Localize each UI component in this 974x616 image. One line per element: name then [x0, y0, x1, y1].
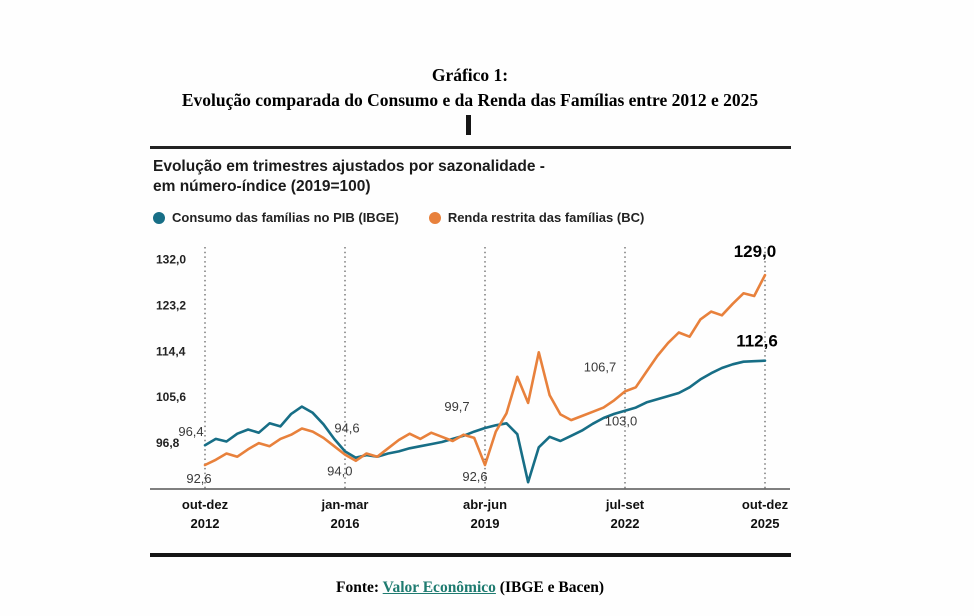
- top-rule: [150, 146, 791, 149]
- line-chart: 96,8 105,6 114,4 123,2 132,0 96,4 92,6 94,6 94,0…: [150, 242, 790, 531]
- x-axis-label-quarter: out-dez: [742, 497, 789, 512]
- x-axis-label-quarter: out-dez: [182, 497, 229, 512]
- annotation-9: 112,6: [736, 332, 778, 351]
- chart-legend: Consumo das famílias no PIB (IBGE) Renda …: [153, 210, 791, 225]
- x-axis-label-quarter: jan-mar: [321, 497, 369, 512]
- figure-caption: Gráfico 1: Evolução comparada do Consumo…: [0, 63, 940, 114]
- y-axis-label: 123,2: [156, 299, 186, 313]
- caption-line-1: Gráfico 1:: [431, 65, 509, 85]
- text-cursor-artifact: [466, 115, 471, 135]
- source-link[interactable]: Valor Econômico: [382, 579, 496, 596]
- y-axis-label: 96,8: [156, 436, 180, 450]
- source-suffix: (IBGE e Bacen): [499, 579, 604, 596]
- x-axis-label-year: 2012: [191, 516, 220, 531]
- source-prefix: Fonte:: [336, 579, 380, 596]
- legend-label: Consumo das famílias no PIB (IBGE): [172, 210, 399, 226]
- series-line-renda: [203, 274, 767, 467]
- series-line-consumo: [203, 359, 767, 484]
- annotation-6: 106,7: [584, 360, 617, 375]
- x-axis-label-quarter: abr-jun: [463, 497, 507, 512]
- legend-item-renda: Renda restrita das famílias (BC): [428, 210, 645, 226]
- y-axis-label: 114,4: [156, 345, 186, 359]
- legend-dot-renda: [428, 211, 441, 224]
- x-axis-label-year: 2016: [331, 516, 360, 531]
- caption-line-2: Evolução comparada do Consumo e da Renda…: [181, 90, 759, 111]
- annotation-3: 94,0: [327, 464, 352, 479]
- source-note: Fonte: Valor Econômico (IBGE e Bacen): [0, 579, 940, 597]
- x-axis-label-quarter: jul-set: [605, 497, 645, 512]
- y-axis-label: 132,0: [156, 253, 186, 267]
- legend-label: Renda restrita das famílias (BC): [447, 210, 645, 226]
- chart-title: Evolução em trimestres ajustados por saz…: [153, 157, 791, 197]
- annotation-2: 94,6: [334, 421, 359, 436]
- chart-figure: Evolução em trimestres ajustados por saz…: [150, 146, 791, 558]
- annotation-5: 92,6: [462, 469, 487, 484]
- legend-item-consumo: Consumo das famílias no PIB (IBGE): [153, 210, 399, 225]
- x-axis-label-year: 2025: [751, 516, 780, 531]
- x-axis-label-year: 2022: [611, 516, 640, 531]
- y-axis-label: 105,6: [156, 390, 186, 404]
- annotation-8: 129,0: [734, 242, 777, 261]
- annotation-4: 99,7: [444, 399, 469, 414]
- annotation-0: 96,4: [178, 424, 203, 439]
- annotation-7: 103,0: [605, 414, 638, 429]
- annotation-1: 92,6: [186, 471, 211, 486]
- x-axis-label-year: 2019: [471, 516, 500, 531]
- chart-title-line-1: Evolução em trimestres ajustados por saz…: [153, 158, 545, 175]
- chart-title-line-2: em número-índice (2019=100): [153, 178, 371, 196]
- bottom-rule: [150, 553, 791, 558]
- legend-dot-consumo: [153, 211, 165, 224]
